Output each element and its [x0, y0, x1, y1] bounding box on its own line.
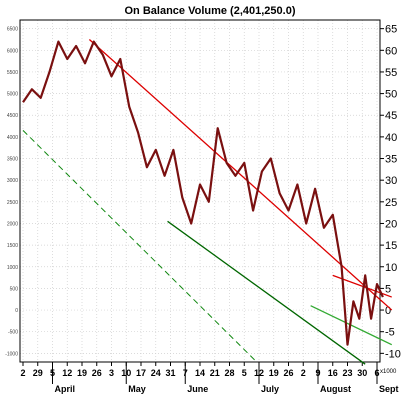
trendline	[22, 130, 255, 361]
y-tick-label: 15	[385, 240, 397, 252]
x-tick-label: 12	[62, 368, 72, 378]
obv-line	[22, 40, 384, 346]
y-tick-label-left: 0	[15, 308, 18, 314]
y-tick-label: 25	[385, 197, 397, 209]
month-label: Sept	[379, 384, 399, 394]
y-tick-label: 45	[385, 110, 397, 122]
y-tick-label: 55	[385, 67, 397, 79]
y-tick-label: 5	[385, 283, 391, 295]
y-tick-label-left: 2500	[7, 200, 18, 206]
y-tick-label: 10	[385, 262, 397, 274]
y-tick-label-left: 5000	[7, 92, 18, 98]
y-tick-label: 40	[385, 132, 397, 144]
x-tick-label: 26	[283, 368, 293, 378]
y-tick-label: 20	[385, 218, 397, 230]
y-tick-label-left: 1000	[7, 265, 18, 271]
y-tick-label: 35	[385, 154, 397, 166]
y-tick-label-left: 1500	[7, 243, 18, 249]
x-tick-label: 2	[20, 368, 25, 378]
x-tick-label: 28	[224, 368, 234, 378]
month-label: May	[128, 384, 146, 394]
trendline	[167, 220, 366, 365]
y-tick-label-left: 500	[10, 286, 19, 292]
month-label: August	[320, 384, 351, 394]
month-label: July	[261, 384, 279, 394]
series-group	[22, 40, 384, 346]
x-tick-label: 14	[195, 368, 205, 378]
y-tick-label: -5	[385, 327, 395, 339]
y-tick-label: 50	[385, 89, 397, 101]
y-tick-label-left: 2000	[7, 221, 18, 227]
y-tick-label-left: 3000	[7, 178, 18, 184]
x-tick-label: 21	[210, 368, 220, 378]
y-tick-label-left: 6000	[7, 48, 18, 54]
x-tick-label: 19	[269, 368, 279, 378]
x-tick-label: 23	[342, 368, 352, 378]
y-tick-label-left: -1000	[5, 351, 18, 357]
x-tick-label: 19	[77, 368, 87, 378]
left-axis-ticks: 6500600055005000450040003500300025002000…	[5, 27, 18, 358]
y-tick-label-left: 4000	[7, 135, 18, 141]
y-tick-label-left: 5500	[7, 70, 18, 76]
x-tick-label: 16	[328, 368, 338, 378]
x-tick-label: 17	[136, 368, 146, 378]
x-tick-label: 3	[109, 368, 114, 378]
x-tick-label: 24	[151, 368, 161, 378]
x-tick-label: 29	[33, 368, 43, 378]
x-tick-label: 5	[242, 368, 247, 378]
y-tick-label-left: -500	[8, 330, 18, 336]
y-tick-label: 65	[385, 24, 397, 36]
x-tick-label: 2	[301, 368, 306, 378]
month-label: June	[187, 384, 208, 394]
y-tick-label: 30	[385, 175, 397, 187]
y-tick-label-left: 6500	[7, 27, 18, 33]
y-unit-label: x1000	[380, 369, 397, 375]
x-tick-label: 26	[92, 368, 102, 378]
y-tick-label-left: 3500	[7, 157, 18, 163]
y-tick-label-left: 4500	[7, 113, 18, 119]
chart-title: On Balance Volume (2,401,250.0)	[125, 5, 296, 17]
month-label: April	[55, 384, 76, 394]
x-tick-label: 31	[165, 368, 175, 378]
y-tick-label: 60	[385, 45, 397, 57]
y-tick-label: 0	[385, 305, 391, 317]
x-tick-label: 30	[357, 368, 367, 378]
y-tick-label: -10	[385, 348, 401, 360]
x-axis-ticks: 2295121926310172431714212851219262916233…	[20, 362, 399, 394]
